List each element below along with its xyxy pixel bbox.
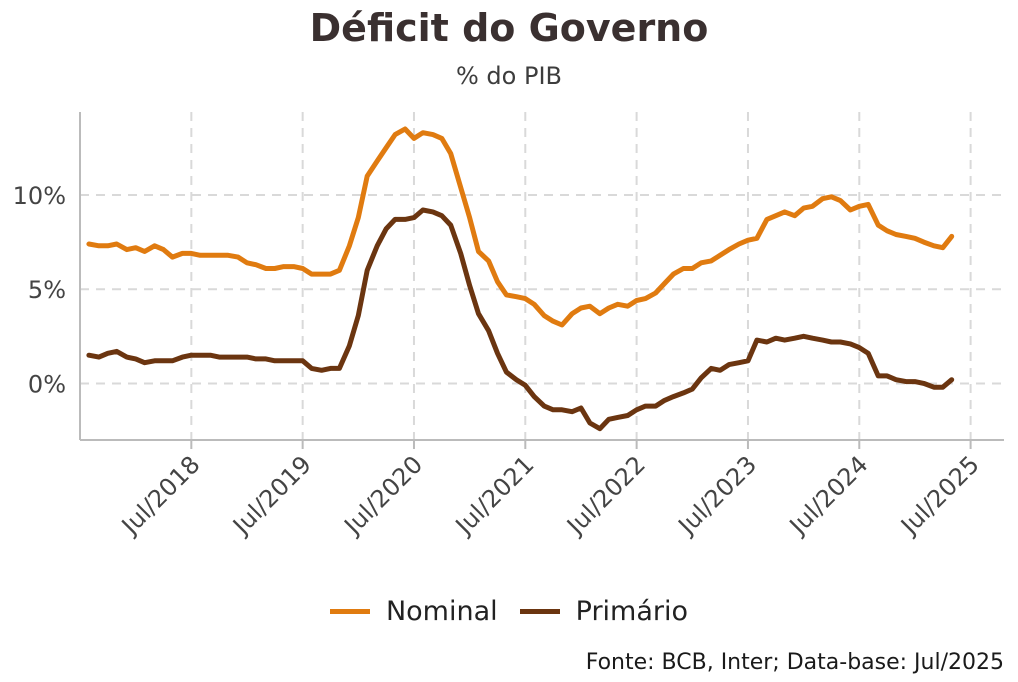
chart-subtitle: % do PIB (456, 62, 562, 90)
y-gridlines (80, 193, 1004, 385)
x-tick-label: Jul/2018 (115, 450, 206, 541)
y-tick-label: 10% (13, 182, 66, 210)
legend-label-primario: Primário (575, 596, 689, 627)
legend: Nominal Primário (0, 596, 1018, 627)
x-tick-label: Jul/2024 (783, 450, 874, 541)
series-line-nominal (86, 126, 955, 328)
source-note: Fonte: BCB, Inter; Data-base: Jul/2025 (585, 650, 1004, 675)
legend-item-nominal: Nominal (329, 596, 498, 627)
y-tick-label: 0% (28, 370, 66, 398)
y-tick-labels: 0% 5% 10% (13, 182, 66, 399)
series-line-primario (86, 207, 955, 432)
chart-title: Déficit do Governo (309, 6, 709, 50)
legend-item-primario: Primário (519, 596, 689, 627)
x-tick-labels: Jul/2018 Jul/2019 Jul/2020 Jul/2021 Jul/2022… (115, 450, 985, 541)
axes (79, 112, 1004, 449)
legend-swatch-nominal (329, 609, 370, 614)
x-tick-label: Jul/2025 (894, 450, 985, 541)
x-tick-label: Jul/2020 (338, 450, 429, 541)
x-tick-label: Jul/2022 (560, 450, 651, 541)
series-lines (86, 126, 955, 432)
legend-swatch-primario (519, 609, 560, 614)
x-tick-label: Jul/2021 (449, 450, 540, 541)
x-tick-label: Jul/2019 (226, 450, 317, 541)
y-tick-label: 5% (28, 276, 66, 304)
x-gridlines (190, 112, 972, 440)
x-tick-label: Jul/2023 (672, 450, 763, 541)
legend-label-nominal: Nominal (385, 596, 498, 627)
